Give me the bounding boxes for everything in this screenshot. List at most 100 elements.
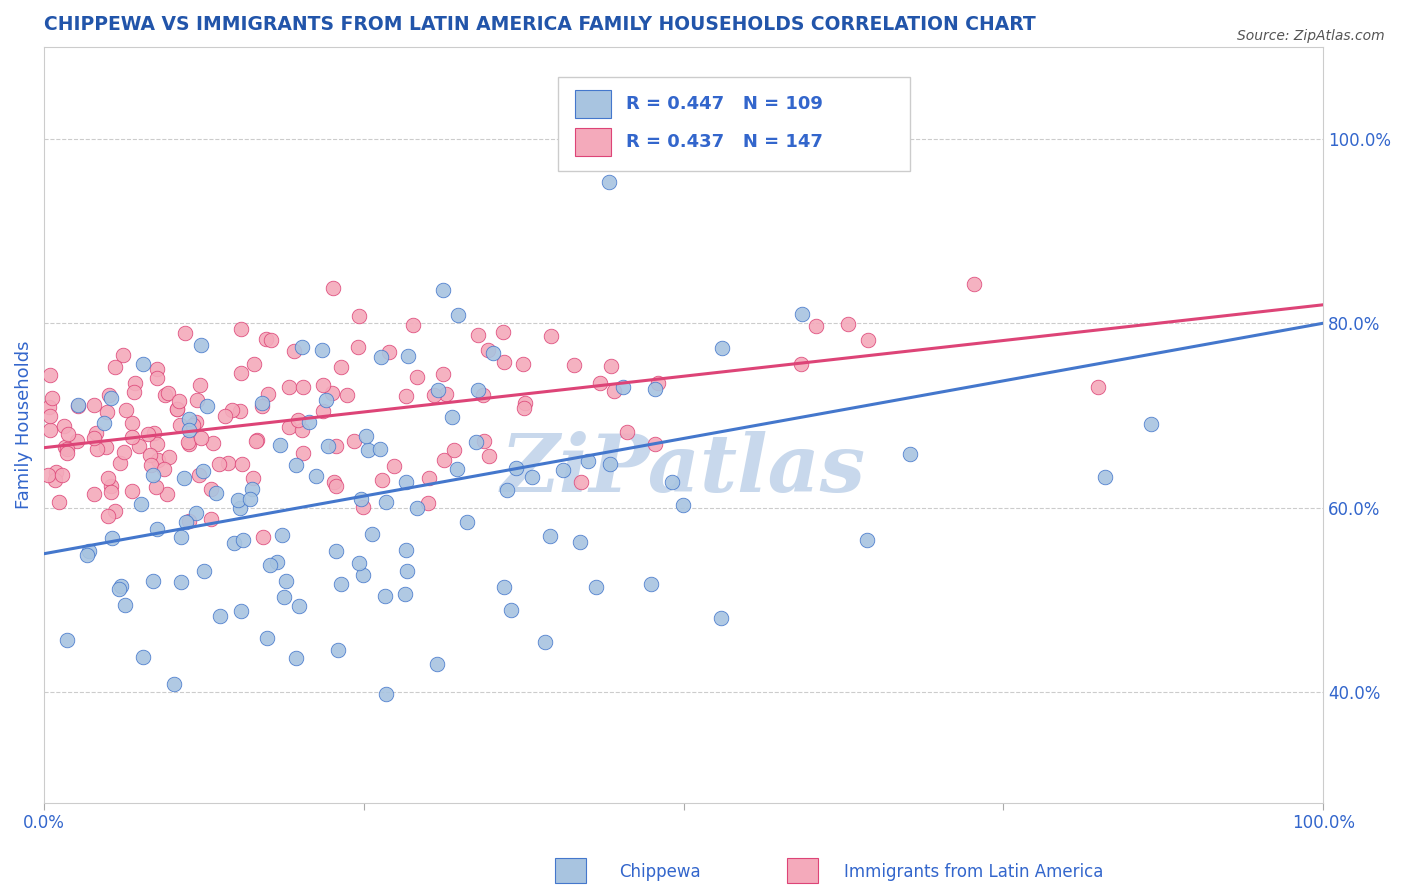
Point [56,446,79,460]
Point [224,536,246,550]
Point [67,399,90,413]
Point [395,542,418,557]
Point [181,418,204,433]
Point [76,549,98,563]
Point [1094,469,1116,483]
Point [166,401,188,416]
Point [576,454,599,468]
Point [110,579,132,593]
Point [44,473,66,487]
Point [190,431,212,445]
Point [96,440,118,454]
Point [208,457,231,471]
Point [231,457,253,471]
Point [163,677,186,691]
Point [239,491,262,506]
Point [121,483,143,498]
Point [208,608,231,623]
Point [51,468,73,483]
Point [176,515,198,529]
Point [569,475,592,490]
Point [277,380,299,394]
Point [124,376,146,391]
Point [398,350,420,364]
Point [141,574,163,588]
Point [111,348,134,362]
Point [167,394,190,409]
Point [499,603,522,617]
Point [84,425,107,440]
Point [598,175,620,189]
Point [288,599,311,614]
Point [56,633,79,648]
Point [513,401,536,416]
Point [242,471,264,485]
Point [45,465,67,479]
Point [443,442,465,457]
Point [240,482,263,496]
Point [170,574,193,589]
Point [191,464,214,478]
Point [136,426,159,441]
Point [322,281,344,295]
Point [205,485,228,500]
Point [352,500,374,514]
Point [245,434,267,448]
Point [394,586,416,600]
Text: ZiPatlas: ZiPatlas [501,431,866,508]
Point [432,367,454,381]
Point [177,435,200,450]
Point [112,445,135,459]
Point [374,589,396,603]
Point [39,368,62,382]
Point [200,482,222,496]
Point [139,458,162,472]
Point [173,471,195,485]
Point [600,359,623,374]
Point [166,402,188,417]
Point [186,506,208,520]
Point [312,378,335,392]
Point [370,442,392,456]
Point [416,496,439,510]
Point [83,398,105,412]
Point [432,453,454,467]
Point [647,376,669,390]
Point [259,558,281,573]
Point [963,277,986,292]
Point [540,329,562,343]
Point [55,442,77,456]
Point [186,392,208,407]
Point [790,307,813,321]
Point [195,399,218,413]
Point [661,475,683,489]
Point [146,371,169,385]
Point [357,443,380,458]
Point [142,426,165,441]
Point [346,339,368,353]
Point [311,343,333,357]
Point [221,402,243,417]
Point [374,495,396,509]
Point [898,447,921,461]
Point [200,512,222,526]
Point [790,357,813,371]
Point [77,543,100,558]
Point [371,473,394,487]
Point [245,434,267,448]
Point [152,462,174,476]
Point [228,492,250,507]
Point [644,382,666,396]
Point [472,387,495,401]
Point [329,577,352,591]
Point [482,346,505,360]
Point [100,478,122,492]
Point [114,598,136,612]
Point [315,392,337,407]
Point [256,387,278,401]
Point [492,325,515,339]
Point [169,418,191,433]
Point [108,456,131,470]
Point [250,399,273,413]
Point [347,310,370,324]
